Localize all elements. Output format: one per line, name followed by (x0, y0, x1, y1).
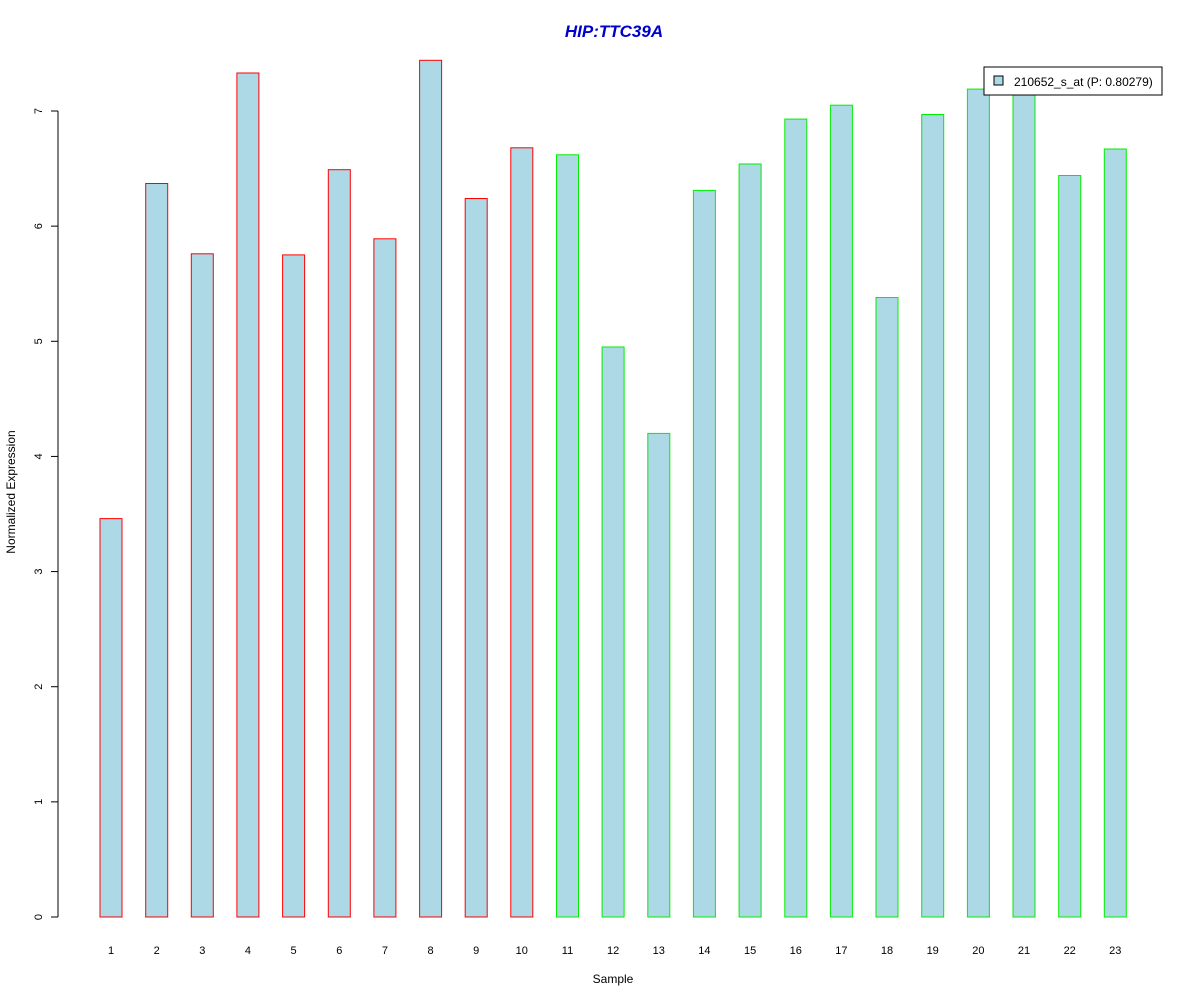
x-tick-label: 18 (881, 945, 893, 957)
x-tick-label: 16 (790, 945, 802, 957)
x-tick-label: 22 (1064, 945, 1076, 957)
bar-sample-6 (327, 169, 351, 918)
y-axis-title: Normalized Expression (4, 430, 18, 553)
bar-sample-3 (190, 253, 214, 918)
x-tick-label: 11 (562, 945, 573, 957)
legend-swatch (993, 75, 1004, 86)
bar-sample-23 (1103, 148, 1127, 918)
x-tick-label: 15 (744, 945, 756, 957)
y-tick-label: 6 (33, 223, 45, 229)
legend-box (983, 66, 1163, 96)
y-axis: 0 1 2 3 4 5 6 7 (33, 108, 59, 920)
x-tick-label: 3 (199, 945, 205, 957)
bar-sample-15 (738, 163, 762, 918)
x-tick-label: 17 (835, 945, 847, 957)
bar-sample-21 (1012, 87, 1036, 918)
bar-sample-13 (647, 432, 671, 918)
x-axis-tick-labels: 1 2 3 4 5 6 7 8 9 10 11 12 13 14 15 16 17 18 19 20 21 22 23 (108, 945, 1121, 957)
bar-sample-2 (145, 183, 169, 918)
x-tick-label: 13 (653, 945, 665, 957)
y-tick-label: 4 (33, 453, 45, 459)
x-tick-label: 4 (245, 945, 251, 957)
x-tick-label: 5 (291, 945, 297, 957)
bar-sample-9 (464, 198, 488, 918)
x-tick-label: 7 (382, 945, 388, 957)
y-tick-label: 3 (33, 569, 45, 575)
bar-sample-8 (419, 59, 443, 918)
x-tick-label: 9 (473, 945, 479, 957)
bars (99, 59, 1127, 918)
bar-sample-10 (510, 147, 534, 918)
y-tick-label: 1 (33, 799, 45, 805)
bar-sample-5 (282, 254, 306, 918)
x-axis-title: Sample (593, 972, 634, 986)
bar-sample-19 (921, 114, 945, 918)
y-tick-label: 0 (33, 914, 45, 920)
x-tick-label: 10 (516, 945, 528, 957)
x-tick-label: 2 (154, 945, 160, 957)
bar-sample-20 (966, 88, 990, 918)
bar-sample-4 (236, 72, 260, 918)
y-tick-label: 2 (33, 684, 45, 690)
chart-title: HIP:TTC39A (565, 22, 663, 41)
x-tick-label: 23 (1109, 945, 1121, 957)
y-tick-label: 5 (33, 338, 45, 344)
x-tick-label: 12 (607, 945, 619, 957)
bar-sample-17 (829, 104, 853, 918)
bar-sample-16 (784, 118, 808, 918)
x-tick-label: 19 (927, 945, 939, 957)
x-tick-label: 1 (108, 945, 114, 957)
x-tick-label: 8 (428, 945, 434, 957)
bar-sample-22 (1058, 175, 1082, 918)
legend: 210652_s_at (P: 0.80279) (983, 66, 1163, 96)
x-tick-label: 6 (336, 945, 342, 957)
bar-sample-18 (875, 297, 899, 918)
x-tick-label: 20 (972, 945, 984, 957)
bar-sample-11 (556, 154, 579, 918)
bar-sample-1 (99, 518, 123, 918)
x-tick-label: 14 (698, 945, 710, 957)
y-tick-label: 7 (33, 108, 45, 114)
bar-sample-12 (601, 346, 625, 918)
bar-sample-7 (373, 238, 397, 918)
x-tick-label: 21 (1018, 945, 1030, 957)
bar-sample-14 (692, 189, 716, 918)
legend-label: 210652_s_at (P: 0.80279) (1014, 75, 1153, 89)
